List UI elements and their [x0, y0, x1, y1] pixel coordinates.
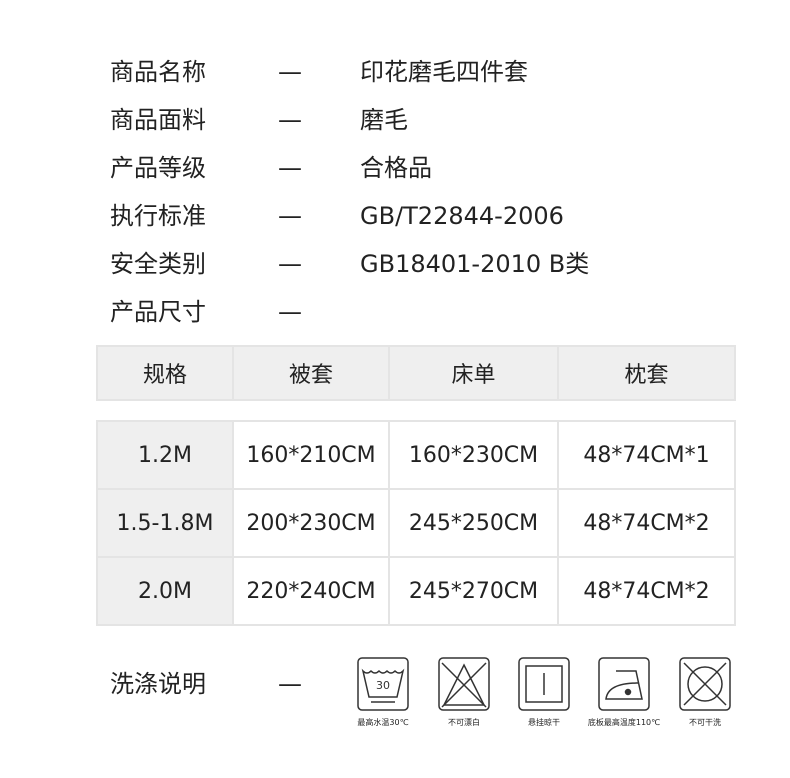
size-table: 1.2M 160*210CM 160*230CM 48*74CM*1 1.5-1… — [96, 420, 736, 626]
spec-value: 磨毛 — [360, 106, 408, 134]
hang-dry-icon — [518, 657, 570, 711]
header-cell: 枕套 — [557, 345, 736, 401]
spec-value: 印花磨毛四件套 — [360, 58, 528, 86]
dash: — — [278, 298, 302, 326]
size-cell: 1.5-1.8M — [96, 488, 234, 558]
table-cell: 48*74CM*1 — [557, 420, 736, 490]
care-item: 悬挂晾干 — [516, 657, 572, 728]
table-cell: 220*240CM — [232, 556, 390, 626]
dash: — — [278, 670, 302, 698]
iron-110-icon — [598, 657, 650, 711]
care-item: 不可漂白 — [436, 657, 492, 728]
table-row: 1.2M 160*210CM 160*230CM 48*74CM*1 — [96, 420, 736, 490]
care-item: 不可干洗 — [677, 657, 733, 728]
care-text: 底板最高温度110℃ — [587, 718, 661, 727]
svg-text:30: 30 — [376, 679, 390, 692]
care-text: 悬挂晾干 — [528, 718, 560, 727]
header-cell: 规格 — [96, 345, 234, 401]
care-text: 不可干洗 — [689, 718, 721, 727]
no-bleach-icon — [438, 657, 490, 711]
dash: — — [278, 250, 302, 278]
size-table-header: 规格 被套 床单 枕套 — [96, 345, 736, 401]
spec-label: 执行标准 — [110, 202, 206, 230]
table-cell: 48*74CM*2 — [557, 556, 736, 626]
no-dry-clean-icon — [679, 657, 731, 711]
care-text: 最高水温30℃ — [357, 718, 409, 727]
table-row: 2.0M 220*240CM 245*270CM 48*74CM*2 — [96, 556, 736, 626]
spec-label: 产品尺寸 — [110, 298, 206, 326]
size-cell: 1.2M — [96, 420, 234, 490]
table-row: 1.5-1.8M 200*230CM 245*250CM 48*74CM*2 — [96, 488, 736, 558]
dash: — — [278, 106, 302, 134]
spec-value: GB18401-2010 B类 — [360, 250, 590, 278]
dash: — — [278, 202, 302, 230]
spec-label: 安全类别 — [110, 250, 206, 278]
spec-label: 产品等级 — [110, 154, 206, 182]
table-cell: 200*230CM — [232, 488, 390, 558]
care-text: 不可漂白 — [448, 718, 480, 727]
care-item: 底板最高温度110℃ — [588, 657, 660, 728]
spec-label: 商品名称 — [110, 58, 206, 86]
table-cell: 48*74CM*2 — [557, 488, 736, 558]
header-cell: 床单 — [388, 345, 559, 401]
table-cell: 245*250CM — [388, 488, 559, 558]
table-cell: 160*230CM — [388, 420, 559, 490]
wash-30-icon: 30 — [357, 657, 409, 711]
dash: — — [278, 58, 302, 86]
size-cell: 2.0M — [96, 556, 234, 626]
header-cell: 被套 — [232, 345, 390, 401]
care-label: 洗涤说明 — [110, 670, 206, 698]
table-cell: 245*270CM — [388, 556, 559, 626]
spec-value: 合格品 — [360, 154, 432, 182]
spec-label: 商品面料 — [110, 106, 206, 134]
spec-value: GB/T22844-2006 — [360, 202, 564, 230]
dash: — — [278, 154, 302, 182]
table-cell: 160*210CM — [232, 420, 390, 490]
care-item: 30 最高水温30℃ — [355, 657, 411, 728]
